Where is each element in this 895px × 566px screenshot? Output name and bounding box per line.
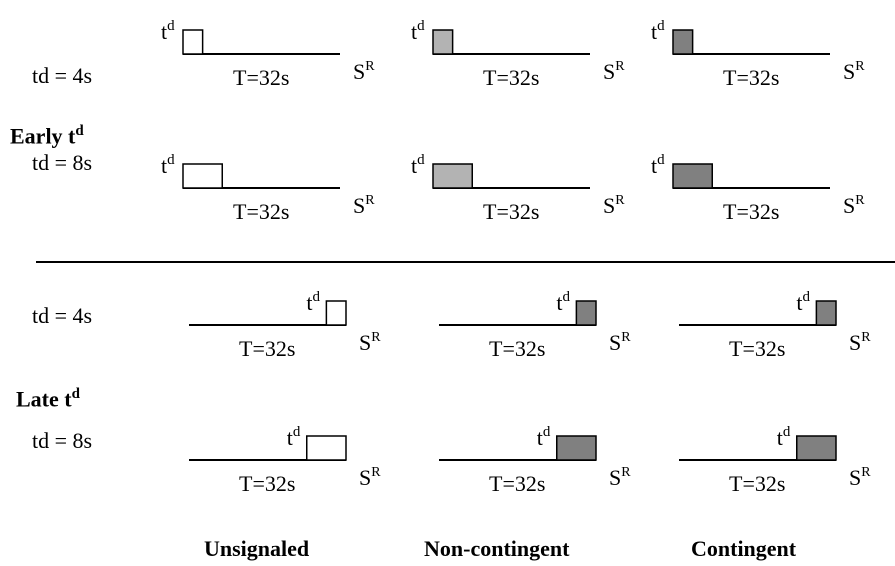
signal-label-r3-c0: td [287, 424, 301, 450]
interval-label-r1-c2: T=32s [723, 199, 779, 224]
interval-label-r2-c1: T=32s [489, 336, 545, 361]
signal-label-r2-c0: td [306, 289, 320, 315]
signal-label-r0-c1: td [411, 18, 425, 44]
reinforcer-label-r2-c2: SR [849, 330, 871, 355]
interval-label-r2-c2: T=32s [729, 336, 785, 361]
interval-label-r1-c0: T=32s [233, 199, 289, 224]
signal-label-r0-c2: td [651, 18, 665, 44]
signal-box-r3-c1 [557, 436, 596, 460]
signal-label-r1-c1: td [411, 152, 425, 178]
signal-label-r3-c2: td [777, 424, 791, 450]
interval-label-r2-c0: T=32s [239, 336, 295, 361]
signal-box-r2-c2 [816, 301, 836, 325]
reinforcer-label-r0-c2: SR [843, 59, 865, 84]
signal-box-r1-c1 [433, 164, 472, 188]
signal-box-r1-c0 [183, 164, 222, 188]
interval-label-r0-c1: T=32s [483, 65, 539, 90]
reinforcer-label-r1-c1: SR [603, 193, 625, 218]
interval-label-r0-c0: T=32s [233, 65, 289, 90]
interval-label-r0-c2: T=32s [723, 65, 779, 90]
signal-box-r3-c2 [797, 436, 836, 460]
signal-box-r0-c0 [183, 30, 203, 54]
reinforcer-label-r0-c0: SR [353, 59, 375, 84]
reinforcer-label-r3-c1: SR [609, 465, 631, 490]
signal-label-r1-c0: td [161, 152, 175, 178]
signal-label-r3-c1: td [537, 424, 551, 450]
signal-label-r2-c2: td [796, 289, 810, 315]
signal-box-r2-c0 [326, 301, 346, 325]
interval-label-r3-c1: T=32s [489, 471, 545, 496]
signal-box-r1-c2 [673, 164, 712, 188]
signal-box-r3-c0 [307, 436, 346, 460]
signal-box-r2-c1 [576, 301, 596, 325]
interval-label-r3-c2: T=32s [729, 471, 785, 496]
signal-box-r0-c1 [433, 30, 453, 54]
reinforcer-label-r2-c0: SR [359, 330, 381, 355]
signal-box-r0-c2 [673, 30, 693, 54]
reinforcer-label-r0-c1: SR [603, 59, 625, 84]
interval-label-r3-c0: T=32s [239, 471, 295, 496]
interval-label-r1-c1: T=32s [483, 199, 539, 224]
reinforcer-label-r1-c2: SR [843, 193, 865, 218]
signal-label-r0-c0: td [161, 18, 175, 44]
reinforcer-label-r2-c1: SR [609, 330, 631, 355]
reinforcer-label-r3-c0: SR [359, 465, 381, 490]
signal-label-r1-c2: td [651, 152, 665, 178]
reinforcer-label-r3-c2: SR [849, 465, 871, 490]
signal-label-r2-c1: td [556, 289, 570, 315]
reinforcer-label-r1-c0: SR [353, 193, 375, 218]
